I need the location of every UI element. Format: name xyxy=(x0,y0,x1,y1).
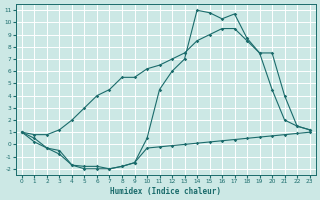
X-axis label: Humidex (Indice chaleur): Humidex (Indice chaleur) xyxy=(110,187,221,196)
